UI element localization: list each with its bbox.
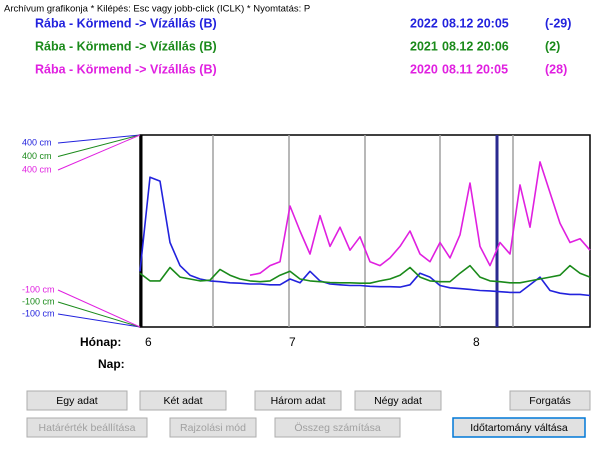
series-date: 08.12 20:06 bbox=[442, 39, 509, 53]
y-tick-leader bbox=[57, 313, 141, 328]
x-axis-sublabel: Nap: bbox=[98, 357, 125, 371]
month-label: 7 bbox=[289, 335, 296, 349]
series-name: Rába - Körmend -> Vízállás (B) bbox=[35, 39, 217, 53]
series-diff: (-29) bbox=[545, 16, 571, 30]
month-label: 6 bbox=[145, 335, 152, 349]
button bbox=[169, 417, 257, 438]
button-label[interactable]: Két adat bbox=[163, 395, 202, 407]
x-axis-label: Hónap: bbox=[80, 335, 121, 349]
y-tick-label: -100 cm bbox=[22, 284, 55, 294]
button[interactable] bbox=[452, 417, 586, 438]
series-diff: (2) bbox=[545, 39, 560, 53]
button-label[interactable]: Négy adat bbox=[374, 395, 422, 407]
button-label: Rajzolási mód bbox=[180, 422, 246, 434]
y-tick-label: -100 cm bbox=[22, 308, 55, 318]
series-layer bbox=[139, 161, 591, 297]
series-name: Rába - Körmend -> Vízállás (B) bbox=[35, 16, 217, 30]
series-line bbox=[249, 161, 591, 276]
series-line bbox=[139, 176, 591, 297]
button-label[interactable]: Forgatás bbox=[529, 395, 570, 407]
button-label: Összeg számítása bbox=[294, 422, 381, 434]
button-label[interactable]: Három adat bbox=[271, 395, 326, 407]
button[interactable] bbox=[26, 390, 128, 411]
button[interactable] bbox=[354, 390, 442, 411]
series-year: 2021 bbox=[410, 39, 438, 53]
y-tick-leader bbox=[57, 134, 141, 157]
y-tick-leader bbox=[57, 134, 141, 144]
series-year: 2022 bbox=[410, 16, 438, 30]
y-tick-label: -100 cm bbox=[22, 296, 55, 306]
month-label: 8 bbox=[473, 335, 480, 349]
y-tick-label: 400 cm bbox=[22, 164, 52, 174]
button[interactable] bbox=[254, 390, 342, 411]
series-year: 2020 bbox=[410, 62, 438, 76]
y-tick-leader bbox=[57, 301, 141, 328]
series-date: 08.12 20:05 bbox=[442, 16, 509, 30]
series-line bbox=[139, 264, 591, 284]
series-date: 08.11 20:05 bbox=[442, 62, 508, 76]
button bbox=[274, 417, 401, 438]
button[interactable] bbox=[509, 390, 591, 411]
y-tick-label: 400 cm bbox=[22, 151, 52, 161]
series-name: Rába - Körmend -> Vízállás (B) bbox=[35, 62, 217, 76]
y-tick-leader bbox=[57, 289, 141, 328]
button-label: Határérték beállítása bbox=[39, 422, 136, 434]
y-tick-label: 400 cm bbox=[22, 137, 52, 147]
button-label[interactable]: Egy adat bbox=[56, 395, 98, 407]
y-tick-leader bbox=[57, 134, 141, 171]
button bbox=[26, 417, 148, 438]
window-title: Archívum grafikonja * Kilépés: Esc vagy … bbox=[4, 4, 310, 15]
button[interactable] bbox=[139, 390, 227, 411]
series-diff: (28) bbox=[545, 62, 567, 76]
button-label[interactable]: Időtartomány váltása bbox=[470, 422, 568, 434]
